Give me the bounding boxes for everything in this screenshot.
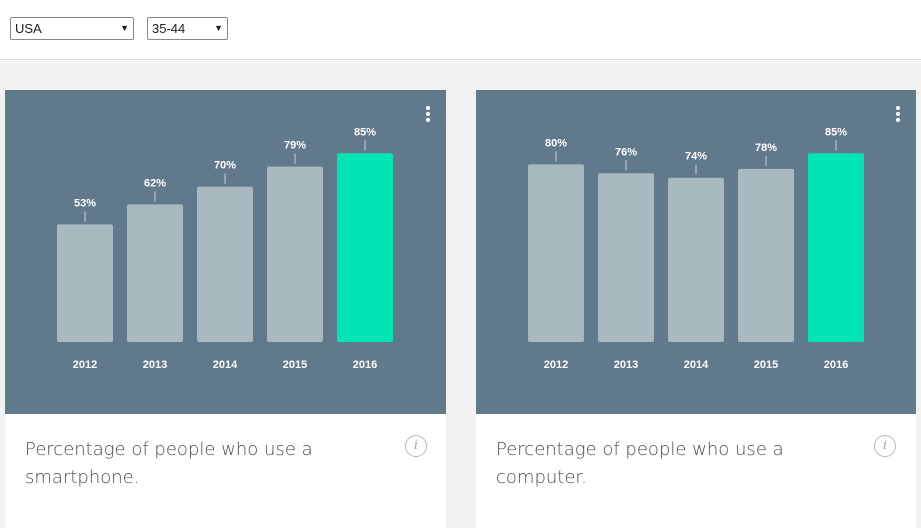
data-label: 79%: [284, 140, 306, 152]
data-label: 62%: [144, 177, 166, 189]
chart-panel: 80% 2012 76% 2013 74% 2014 78% 2015 85% 2016: [476, 90, 916, 414]
x-tick-label: 2014: [213, 359, 238, 371]
x-tick-label: 2015: [754, 359, 778, 371]
data-label: 85%: [825, 126, 847, 138]
country-select-value: USA: [15, 21, 42, 36]
bar-2016: [808, 153, 864, 342]
bar-2014: [668, 177, 724, 342]
country-select[interactable]: USA ▼: [10, 17, 134, 40]
x-tick-label: 2013: [143, 359, 167, 371]
info-icon[interactable]: i: [874, 435, 896, 457]
bar-2013: [127, 204, 183, 342]
x-tick-label: 2016: [353, 359, 377, 371]
smartphone-usage-card: 53% 2012 62% 2013 70% 2014 79% 2015 85% 2016 Perc…: [5, 90, 446, 528]
data-label: 74%: [685, 151, 707, 163]
filter-bar: USA ▼ 35-44 ▼: [0, 0, 921, 60]
data-label: 53%: [74, 197, 96, 209]
data-label: 80%: [545, 137, 567, 149]
chart-caption: Percentage of people who use a computer.: [496, 439, 784, 488]
info-icon[interactable]: i: [405, 435, 427, 457]
bar-2016: [337, 153, 393, 342]
data-label: 70%: [214, 160, 236, 172]
bar-2012: [57, 224, 113, 342]
age-group-select-value: 35-44: [152, 21, 186, 36]
computer-usage-chart: 80% 2012 76% 2013 74% 2014 78% 2015 85% 2016: [528, 126, 864, 371]
x-tick-label: 2013: [614, 359, 638, 371]
x-tick-label: 2012: [73, 359, 97, 371]
chevron-down-icon: ▼: [214, 23, 223, 33]
x-tick-label: 2016: [824, 359, 848, 371]
more-options-icon[interactable]: [423, 106, 433, 124]
bar-2012: [528, 164, 584, 342]
chart-caption: Percentage of people who use a smartphon…: [25, 439, 313, 488]
data-label: 78%: [755, 142, 777, 154]
bar-2014: [197, 186, 253, 342]
chevron-down-icon: ▼: [120, 23, 129, 33]
more-options-icon[interactable]: [893, 106, 903, 124]
chart-panel: 53% 2012 62% 2013 70% 2014 79% 2015 85% 2016: [5, 90, 446, 414]
data-label: 76%: [615, 146, 637, 158]
computer-usage-card: 80% 2012 76% 2013 74% 2014 78% 2015 85% 2016 Perc…: [476, 90, 916, 528]
x-tick-label: 2012: [544, 359, 568, 371]
bar-2013: [598, 173, 654, 342]
x-tick-label: 2014: [684, 359, 709, 371]
data-label: 85%: [354, 126, 376, 138]
age-group-select[interactable]: 35-44 ▼: [147, 17, 228, 40]
smartphone-usage-chart: 53% 2012 62% 2013 70% 2014 79% 2015 85% 2016: [57, 126, 393, 371]
x-tick-label: 2015: [283, 359, 307, 371]
bar-2015: [738, 168, 794, 342]
bar-2015: [267, 166, 323, 342]
